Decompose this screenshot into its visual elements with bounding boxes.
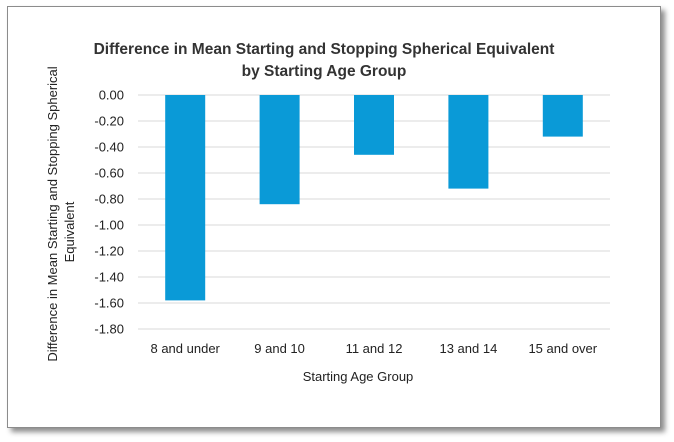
y-tick-label: -0.80 — [94, 192, 124, 207]
chart-title-line-1: Difference in Mean Starting and Stopping… — [94, 41, 555, 58]
gridlines — [138, 94, 610, 330]
chart-title-line-2: by Starting Age Group — [242, 63, 407, 80]
x-tick-labels: 8 and under 9 and 10 11 and 12 13 and 14 15 … — [150, 341, 597, 356]
y-tick-label: -0.40 — [94, 140, 124, 155]
y-tick-label: -0.60 — [94, 166, 124, 181]
y-tick-label: -1.40 — [94, 270, 124, 285]
bar — [165, 95, 206, 301]
y-tick-label: 0.00 — [99, 88, 124, 103]
y-tick-label: -0.20 — [94, 114, 124, 129]
y-tick-labels: 0.00 -0.20 -0.40 -0.60 -0.80 -1.00 -1.20 -1.40 -… — [94, 88, 124, 337]
y-axis-label-line-1: Difference in Mean Starting and Stopping… — [45, 66, 60, 361]
y-tick-label: -1.60 — [94, 296, 124, 311]
bar — [354, 95, 394, 155]
y-tick-label: -1.80 — [94, 322, 124, 337]
x-tick-label: 9 and 10 — [254, 341, 305, 356]
x-tick-label: 13 and 14 — [439, 341, 497, 356]
x-axis-label: Starting Age Group — [303, 369, 414, 384]
y-axis-label-line-2: Equivalent — [62, 201, 77, 262]
bars — [165, 95, 583, 301]
bar — [448, 95, 489, 189]
y-tick-label: -1.20 — [94, 244, 124, 259]
x-tick-label: 15 and over — [528, 341, 597, 356]
y-tick-label: -1.00 — [94, 218, 124, 233]
x-tick-label: 8 and under — [150, 341, 220, 356]
chart-frame — [7, 6, 661, 428]
bar — [259, 95, 300, 205]
x-tick-label: 11 and 12 — [346, 341, 403, 356]
bar — [542, 95, 583, 137]
